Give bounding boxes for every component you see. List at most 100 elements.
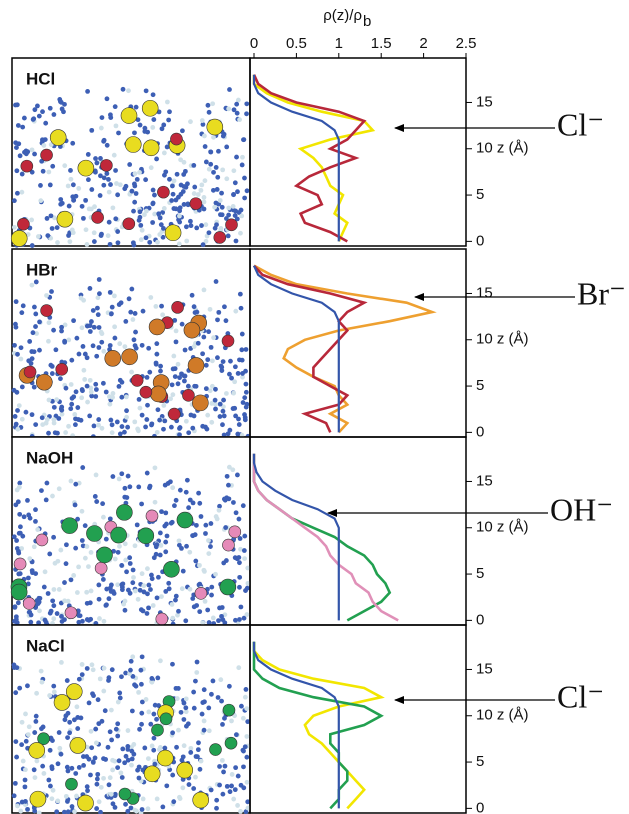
water-molecule xyxy=(200,423,206,429)
water-molecule xyxy=(156,747,162,752)
water-molecule xyxy=(232,364,238,370)
water-molecule xyxy=(235,803,240,808)
water-molecule xyxy=(203,222,209,228)
water-molecule xyxy=(222,620,228,626)
water-molecule xyxy=(217,414,223,419)
water-molecule xyxy=(93,472,99,478)
ion xyxy=(65,683,83,700)
ion xyxy=(221,334,235,348)
water-molecule xyxy=(144,611,150,616)
ion xyxy=(228,525,242,539)
y-tick-label: 10 z (Å) xyxy=(476,140,529,157)
y-tick-label: 0 xyxy=(476,799,484,814)
water-molecule xyxy=(213,401,218,407)
water-molecule xyxy=(244,734,250,739)
water-molecule xyxy=(173,328,179,334)
ion xyxy=(124,136,142,153)
water-molecule xyxy=(108,791,114,797)
water-molecule xyxy=(141,583,147,589)
water-molecule xyxy=(235,371,241,376)
water-molecule xyxy=(154,542,160,548)
water-molecule xyxy=(73,389,79,395)
water-molecule xyxy=(130,654,136,660)
annotation: Br⁻ xyxy=(577,275,626,311)
water-molecule xyxy=(44,293,49,298)
x-tick-label: 0 xyxy=(250,35,258,52)
water-molecule xyxy=(80,388,85,394)
water-molecule xyxy=(232,405,238,411)
water-molecule xyxy=(208,544,213,549)
ion xyxy=(53,694,71,711)
water-molecule xyxy=(232,213,238,218)
water-molecule xyxy=(154,351,160,357)
water-molecule xyxy=(44,216,50,221)
y-tick-label: 15 xyxy=(476,660,493,677)
water-molecule xyxy=(115,733,121,739)
ion xyxy=(65,777,78,791)
water-molecule xyxy=(107,516,113,522)
ion xyxy=(10,583,28,601)
water-molecule xyxy=(86,617,92,623)
water-molecule xyxy=(143,424,148,430)
water-molecule xyxy=(200,122,206,127)
water-molecule xyxy=(93,394,99,399)
y-tick-label: 5 xyxy=(476,753,484,770)
water-molecule xyxy=(62,580,67,585)
water-molecule xyxy=(152,465,158,471)
water-molecule xyxy=(106,782,112,788)
y-tick-label: 15 xyxy=(476,472,493,489)
water-molecule xyxy=(90,759,96,765)
water-molecule xyxy=(115,229,121,234)
y-tick-label: 5 xyxy=(476,565,484,582)
water-molecule xyxy=(244,111,249,117)
water-molecule xyxy=(30,330,36,336)
water-molecule xyxy=(73,193,79,199)
water-molecule xyxy=(192,532,198,538)
water-molecule xyxy=(235,472,240,478)
water-molecule xyxy=(81,367,87,373)
water-molecule xyxy=(81,297,87,303)
water-molecule xyxy=(204,426,210,432)
water-molecule xyxy=(67,730,73,736)
water-molecule xyxy=(195,747,201,753)
water-molecule xyxy=(40,168,46,174)
water-molecule xyxy=(169,382,175,388)
water-molecule xyxy=(12,342,17,348)
water-molecule xyxy=(197,609,203,615)
ion xyxy=(35,373,53,391)
water-molecule xyxy=(186,505,192,511)
water-molecule xyxy=(176,194,181,200)
water-molecule xyxy=(157,552,163,558)
water-molecule xyxy=(76,186,82,191)
water-molecule xyxy=(23,148,29,154)
water-molecule xyxy=(242,175,247,181)
water-molecule xyxy=(100,501,106,507)
water-molecule xyxy=(233,510,239,516)
water-molecule xyxy=(206,538,211,543)
water-molecule xyxy=(64,764,70,770)
water-molecule xyxy=(197,500,203,506)
water-molecule xyxy=(81,215,86,221)
water-molecule xyxy=(209,419,215,425)
water-molecule xyxy=(55,240,60,245)
water-molecule xyxy=(67,239,73,245)
water-molecule xyxy=(152,192,157,198)
water-molecule xyxy=(96,799,102,805)
water-molecule xyxy=(196,490,202,496)
ion xyxy=(10,230,28,247)
water-molecule xyxy=(209,383,215,389)
water-molecule xyxy=(32,151,37,157)
water-molecule xyxy=(59,659,64,665)
water-molecule xyxy=(238,808,243,814)
water-molecule xyxy=(203,531,208,536)
water-molecule xyxy=(26,724,32,730)
water-molecule xyxy=(80,754,86,759)
water-molecule xyxy=(56,730,62,735)
water-molecule xyxy=(170,191,176,197)
water-molecule xyxy=(238,207,244,213)
water-molecule xyxy=(49,289,54,294)
water-molecule xyxy=(188,412,194,418)
ion xyxy=(55,362,69,376)
water-molecule xyxy=(79,395,85,401)
water-molecule xyxy=(136,775,142,781)
